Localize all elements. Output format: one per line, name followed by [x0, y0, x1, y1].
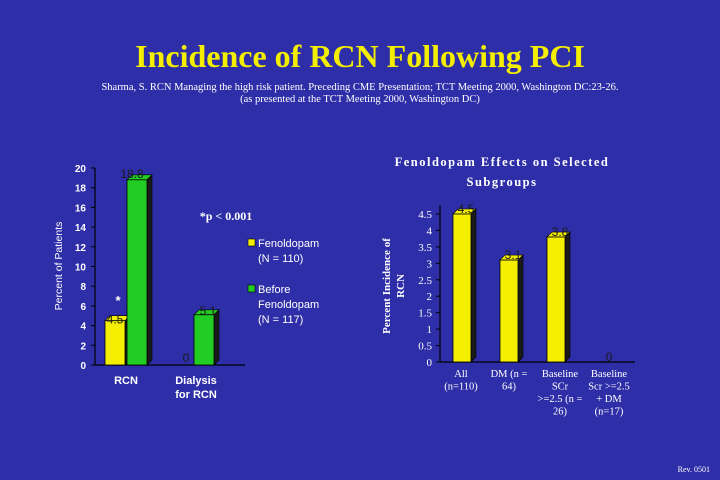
- chart2-y-tick-label: 4: [427, 225, 433, 237]
- chart1-bar-side: [146, 174, 153, 366]
- legend-label: Fenoldopam: [258, 238, 319, 250]
- revision-footer: Rev. 0501: [677, 465, 710, 474]
- chart2-x-tick-label: Baseline: [542, 369, 578, 380]
- legend-label: Fenoldopam: [258, 299, 319, 311]
- chart2-x-tick-label: SCr: [552, 382, 569, 393]
- chart1-y-tick-label: 8: [80, 282, 86, 293]
- legend-label: (N = 110): [258, 253, 303, 265]
- chart1-y-tick-label: 10: [75, 263, 87, 274]
- chart2-title-line-2: Subgroups: [467, 175, 538, 189]
- chart2-y-tick-label: 3.5: [418, 242, 432, 254]
- chart2-x-tick-label: >=2.5 (n =: [538, 394, 583, 405]
- chart2-bar-side: [470, 208, 477, 363]
- chart2-y-axis-title-line-1: Percent Incidence of: [381, 238, 393, 334]
- chart2-data-label: 3.1: [505, 248, 522, 262]
- chart1-y-tick-label: 2: [80, 341, 86, 352]
- citation-line-2: (as presented at the TCT Meeting 2000, W…: [240, 94, 480, 105]
- chart1-y-tick-label: 12: [75, 243, 87, 254]
- chart1-y-tick-label: 4: [80, 322, 86, 333]
- legend-label: Before: [258, 284, 290, 296]
- chart2-bar-side: [564, 231, 571, 363]
- chart2-x-tick-label: 26): [553, 407, 568, 418]
- chart2-bar: [499, 259, 519, 363]
- chart2-y-tick-label: 2.5: [418, 275, 432, 287]
- chart2-y-tick-label: 1: [427, 324, 433, 336]
- chart2-x-tick-label: All: [454, 369, 468, 380]
- chart2-x-tick-label: (n=17): [595, 407, 624, 418]
- chart2-data-label: 3.8: [552, 225, 569, 239]
- chart2-y-tick-label: 2: [427, 291, 433, 303]
- chart1-data-label: 5.1: [200, 304, 217, 318]
- chart2-bar-side: [517, 254, 524, 363]
- citation: Sharma, S. RCN Managing the high risk pa…: [0, 82, 720, 106]
- chart1-x-tick-label: RCN: [114, 375, 138, 387]
- chart2-data-label: 4.5: [458, 202, 475, 216]
- chart2-y-tick-label: 3: [427, 258, 433, 270]
- chart1-y-tick-label: 0: [80, 361, 86, 372]
- chart2-x-tick-label: + DM: [596, 394, 622, 405]
- chart1-bar: [193, 314, 215, 366]
- chart2-x-tick-label: 64): [502, 382, 517, 393]
- legend-swatch: [247, 284, 256, 293]
- legend-swatch: [247, 238, 256, 247]
- chart2-title-line-1: Fenoldopam Effects on Selected: [395, 155, 610, 169]
- chart2-y-tick-label: 1.5: [418, 308, 432, 320]
- chart2-x-tick-label: Baseline: [591, 369, 627, 380]
- chart1-bar-side: [213, 309, 220, 366]
- chart2-bar: [452, 213, 472, 363]
- chart1-y-tick-label: 18: [75, 184, 87, 195]
- chart2-x-tick-label: Scr >=2.5: [588, 382, 630, 393]
- citation-line-1: Sharma, S. RCN Managing the high risk pa…: [101, 82, 619, 93]
- chart1-x-tick-label: for RCN: [175, 389, 217, 401]
- chart1-y-tick-label: 16: [75, 203, 87, 214]
- chart1-y-tick-label: 14: [75, 223, 87, 234]
- significance-note: *p < 0.001: [200, 209, 253, 223]
- chart2-y-tick-label: 0: [427, 357, 433, 369]
- chart1-y-tick-label: 6: [80, 302, 86, 313]
- chart2-y-tick-label: 0.5: [418, 341, 432, 353]
- slide-title: Incidence of RCN Following PCI: [135, 38, 585, 74]
- chart2-y-axis-title-line-2: RCN: [395, 274, 407, 298]
- chart1-data-label: 0: [183, 351, 190, 365]
- chart1-data-label: 18.8: [120, 167, 144, 181]
- chart2-data-label: 0: [606, 350, 613, 364]
- chart1-bar: [104, 320, 126, 366]
- significance-star: *: [115, 293, 121, 308]
- chart1-x-tick-label: Dialysis: [175, 375, 217, 387]
- chart1-bar: [126, 179, 148, 366]
- chart2-bar: [546, 236, 566, 363]
- chart2-y-tick-label: 4.5: [418, 209, 432, 221]
- chart2-x-tick-label: (n=110): [444, 382, 478, 393]
- chart2-x-tick-label: DM (n =: [491, 369, 528, 380]
- chart1-y-tick-label: 20: [75, 164, 87, 175]
- chart1-data-label: 4.5: [107, 313, 124, 327]
- chart1-y-axis-title: Percent of Patients: [53, 222, 65, 311]
- legend-label: (N = 117): [258, 314, 303, 326]
